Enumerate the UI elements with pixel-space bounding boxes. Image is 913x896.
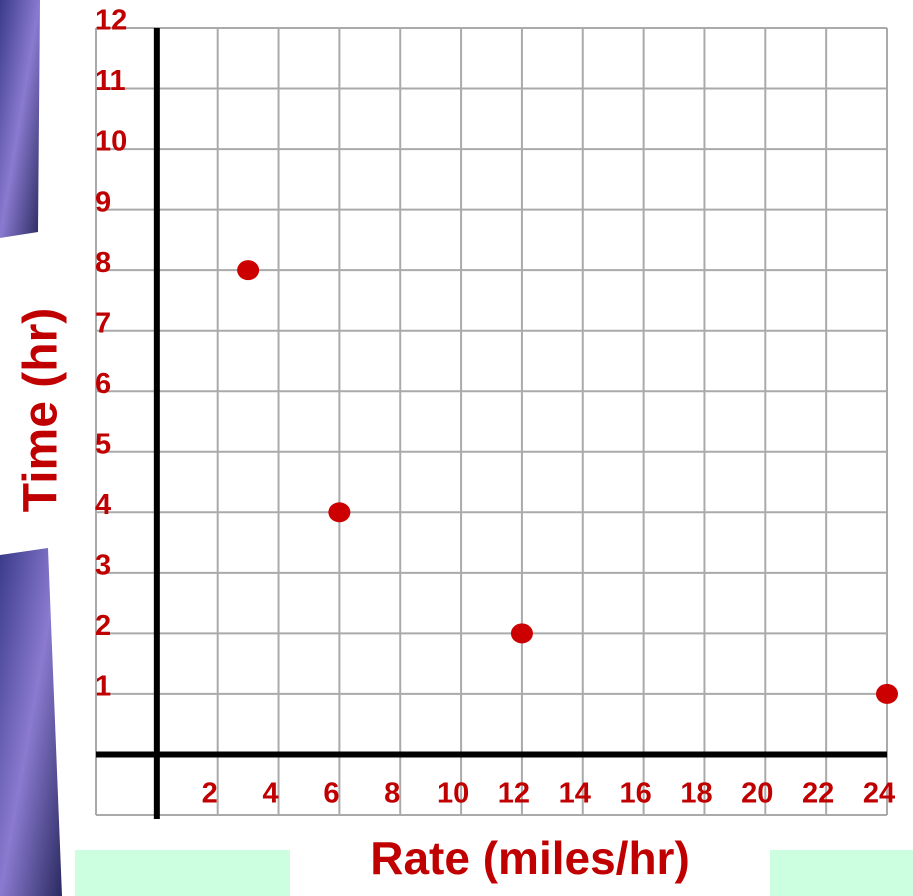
point [511, 623, 533, 643]
x-tick-label: 2 [202, 778, 218, 810]
y-tick-label: 6 [95, 368, 111, 400]
x-tick-label: 22 [802, 778, 834, 810]
y-tick-label: 10 [95, 126, 127, 158]
y-tick-label: 5 [95, 428, 111, 460]
x-tick-label: 6 [323, 778, 339, 810]
x-tick-label: 10 [437, 778, 469, 810]
y-tick-label: 8 [95, 247, 111, 279]
y-tick-label: 2 [95, 610, 111, 642]
y-tick-label: 7 [95, 307, 111, 339]
grid [96, 28, 887, 815]
decoration [0, 548, 62, 896]
point [237, 260, 259, 280]
x-tick-label: 16 [619, 778, 651, 810]
y-tick-label: 4 [95, 489, 111, 521]
x-tick-label: 8 [384, 778, 400, 810]
y-tick-label: 9 [95, 186, 111, 218]
x-tick-label: 18 [680, 778, 712, 810]
decoration [0, 0, 40, 238]
x-axis-title: Rate (miles/hr) [370, 832, 690, 884]
x-tick-label: 12 [498, 778, 530, 810]
y-tick-label: 12 [95, 5, 127, 37]
x-tick-label: 24 [863, 778, 895, 810]
x-tick-label: 4 [262, 778, 278, 810]
point [876, 684, 898, 704]
chart: Rate (miles/hr) Time (hr) 24681012141618… [0, 0, 913, 896]
y-axis-title: Time (hr) [15, 308, 68, 512]
x-tick-label: 20 [741, 778, 773, 810]
y-tick-label: 11 [95, 65, 126, 97]
x-tick-label: 14 [559, 778, 591, 810]
y-tick-label: 3 [95, 550, 111, 582]
point [328, 502, 350, 522]
page: {"chart_data": {"type": "scatter", "x_la… [0, 0, 913, 896]
y-tick-label: 1 [95, 671, 111, 703]
